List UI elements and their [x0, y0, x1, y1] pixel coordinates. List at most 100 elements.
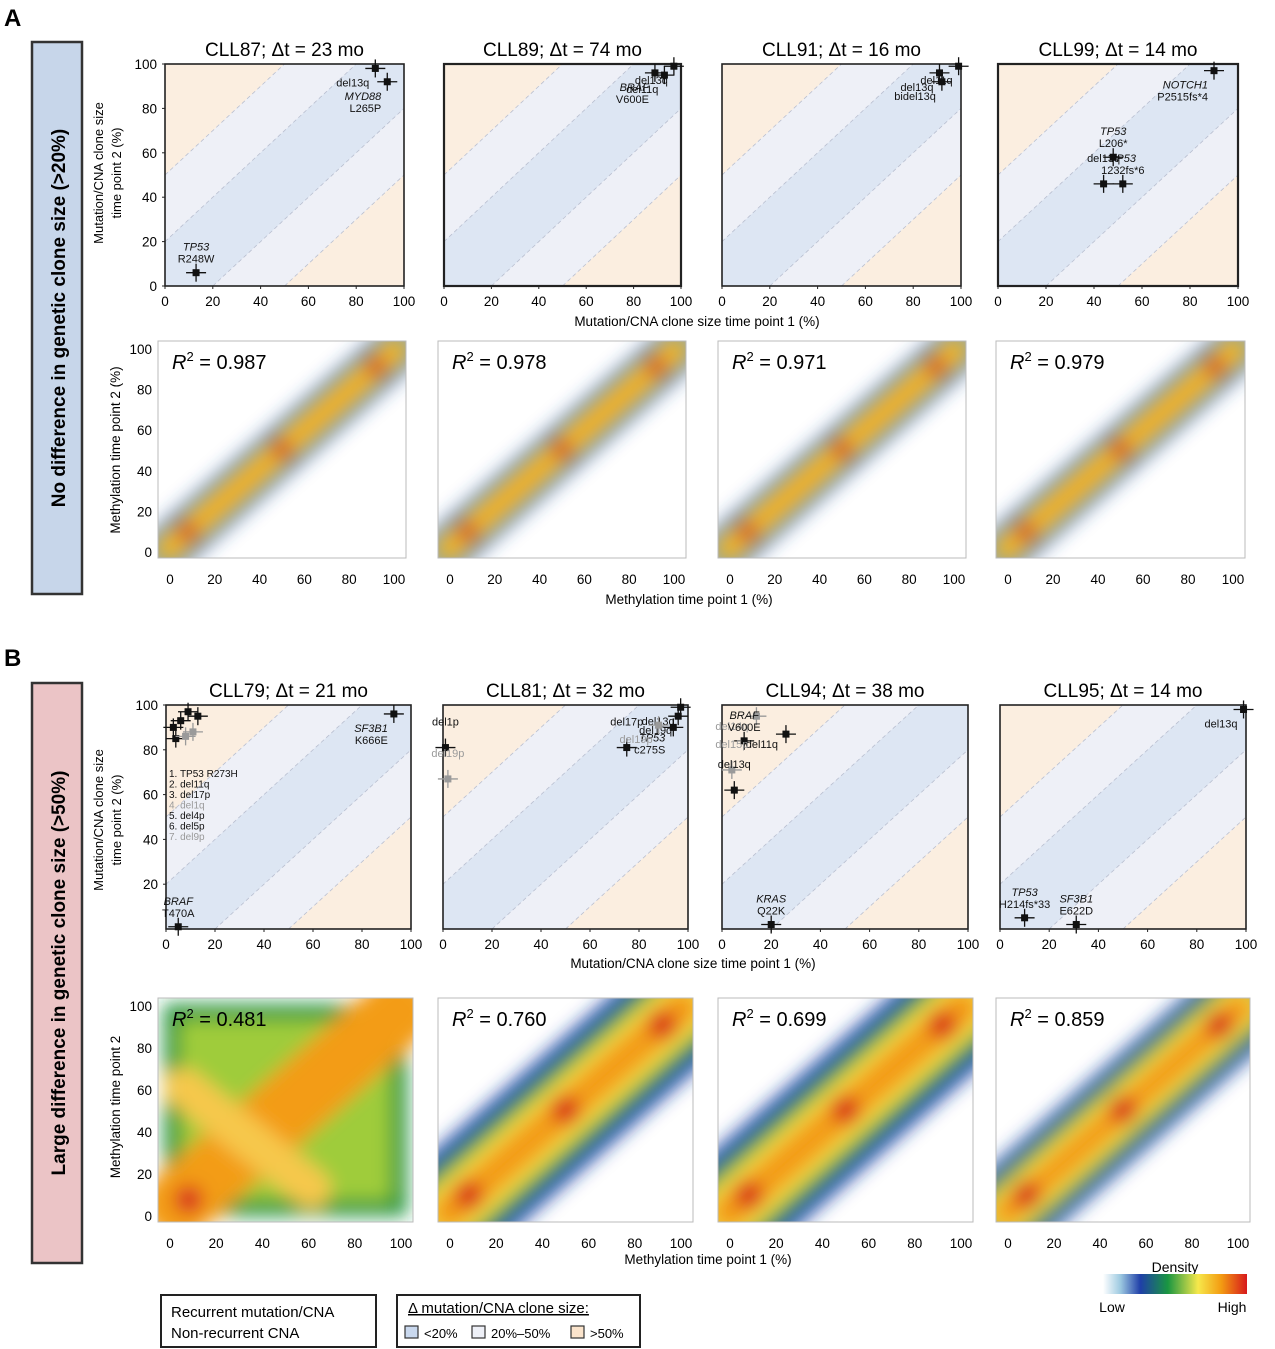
x-tick-label: 80: [342, 572, 357, 587]
y-tick-label: 20: [142, 235, 157, 250]
legend-swatch-lt20: [404, 1325, 419, 1339]
x-tick-label: 20: [207, 937, 222, 952]
data-point: [184, 708, 192, 716]
point-label: del13q: [336, 77, 369, 89]
methylation-plot-14: R2 = 0.699 0 20 40 60 80 100: [717, 997, 974, 1251]
x-tick-label: 20: [1042, 937, 1057, 952]
y-tick-label: 80: [137, 383, 152, 398]
side-box-a: [30, 40, 84, 596]
x-tick-label: 40: [810, 294, 825, 309]
data-point: [752, 712, 760, 720]
x-tick-label: 0: [166, 572, 174, 587]
x-tick-label: 40: [1092, 1236, 1107, 1251]
y-tick-label: 40: [137, 1125, 152, 1140]
data-point: [172, 735, 180, 743]
point-label: del19p: [620, 734, 653, 746]
density-band: [163, 1067, 331, 1209]
y-tick-label: 40: [137, 464, 152, 479]
clone-x-label-b: Mutation/CNA clone size time point 1 (%): [570, 956, 815, 971]
plot-frame: [721, 63, 962, 287]
x-tick-label: 20: [489, 1236, 504, 1251]
guide-line: [1000, 705, 1198, 885]
r2-label: R2 = 0.760: [452, 1006, 547, 1031]
x-tick-label: 40: [255, 1236, 270, 1251]
data-point: [177, 717, 185, 725]
side-label-a: No difference in genetic clone size (>20…: [49, 129, 70, 508]
x-tick-label: 0: [166, 1236, 174, 1251]
density-peak: [831, 1096, 860, 1124]
y-tick-label: 0: [144, 1209, 152, 1224]
numbered-label: 4. del1q: [169, 801, 205, 812]
data-point: [182, 732, 190, 740]
data-point: [390, 710, 398, 718]
numbered-label: 1. TP53 R273H: [169, 769, 238, 780]
x-tick-label: 80: [1180, 572, 1195, 587]
meth-x-label-b: Methylation time point 1 (%): [624, 1252, 791, 1267]
plot-frame: [995, 340, 1246, 559]
clone-plot-11: CLL95; Δt = 14 mo 0 20 40 60 80 100 del13q TP53 H…: [996, 681, 1257, 952]
point-label: del14q: [715, 721, 748, 733]
legend-swatch-20-50: [471, 1325, 486, 1339]
y-tick-label: 100: [129, 342, 152, 357]
x-tick-label: 80: [1182, 294, 1197, 309]
x-tick-label: 100: [1222, 572, 1245, 587]
plot-frame: [717, 340, 967, 559]
x-tick-label: 80: [907, 1236, 922, 1251]
legend-item-20-50: 20%–50%: [491, 1326, 551, 1341]
x-tick-label: 40: [1090, 572, 1105, 587]
x-tick-label: 0: [718, 294, 726, 309]
density-title: Density: [1152, 1259, 1199, 1275]
r2-label: R2 = 0.987: [172, 349, 267, 374]
y-tick-label: 20: [143, 877, 158, 892]
x-tick-label: 60: [582, 937, 597, 952]
numbered-label: 7. del9p: [169, 832, 205, 843]
legend-nonrecurrent: Non-recurrent CNA: [171, 1325, 299, 1342]
r2-label: R2 = 0.481: [172, 1006, 267, 1031]
density-high: High: [1218, 1299, 1247, 1315]
chart-title: CLL99; Δt = 14 mo: [1039, 40, 1198, 61]
y-tick-label: 0: [144, 545, 152, 560]
data-point: [938, 78, 946, 86]
y-tick-label: 60: [142, 146, 157, 161]
x-tick-label: 60: [1138, 1236, 1153, 1251]
clone-plot-9: CLL81; Δt = 32 mo 0 20 40 60 80 100 del1p del19p…: [431, 681, 699, 952]
plot-frame: [437, 997, 694, 1223]
guide-line: [722, 705, 920, 885]
x-tick-label: 0: [1004, 572, 1012, 587]
x-tick-label: 20: [207, 572, 222, 587]
data-point: [383, 78, 391, 86]
y-tick-label: 60: [137, 423, 152, 438]
clone-plot-0: CLL87; Δt = 23 mo 00 20 20 40 40 60 60 80 80 100 10…: [134, 40, 415, 309]
x-tick-label: 80: [622, 572, 637, 587]
density-peak: [928, 1010, 957, 1039]
data-point: [192, 269, 200, 277]
x-tick-label: 100: [393, 294, 416, 309]
x-tick-label: 0: [161, 294, 169, 309]
data-point: [174, 923, 182, 931]
r2-label: R2 = 0.979: [1010, 349, 1105, 374]
data-point: [782, 730, 790, 738]
x-tick-label: 100: [677, 937, 700, 952]
x-tick-label: 0: [446, 572, 454, 587]
data-point: [740, 737, 748, 745]
plot-frame: [157, 997, 414, 1223]
x-tick-label: 60: [297, 572, 312, 587]
x-tick-label: 40: [1091, 937, 1106, 952]
meth-y-label-a: Methylation time point 2 (%): [108, 366, 123, 533]
point-label: BRAF V600E: [616, 82, 650, 106]
point-label: del11q: [746, 739, 778, 751]
r2-label: R2 = 0.971: [732, 349, 827, 374]
x-tick-label: 0: [726, 1236, 734, 1251]
density-peak: [454, 1181, 483, 1210]
legend-box-bands: [396, 1294, 641, 1348]
x-tick-label: 0: [1004, 1236, 1012, 1251]
numbered-label: 5. del4p: [169, 811, 205, 822]
point-label: del13q: [718, 759, 751, 771]
methylation-plot-6: R2 = 0.971 0 20 40 60 80 100: [717, 340, 967, 587]
chart-title: CLL91; Δt = 16 mo: [762, 40, 921, 61]
legend-item-lt20: <20%: [424, 1326, 458, 1341]
density-peak: [648, 1010, 677, 1039]
point-label: del13q: [635, 75, 668, 87]
legend-recurrent: Recurrent mutation/CNA: [171, 1304, 334, 1321]
